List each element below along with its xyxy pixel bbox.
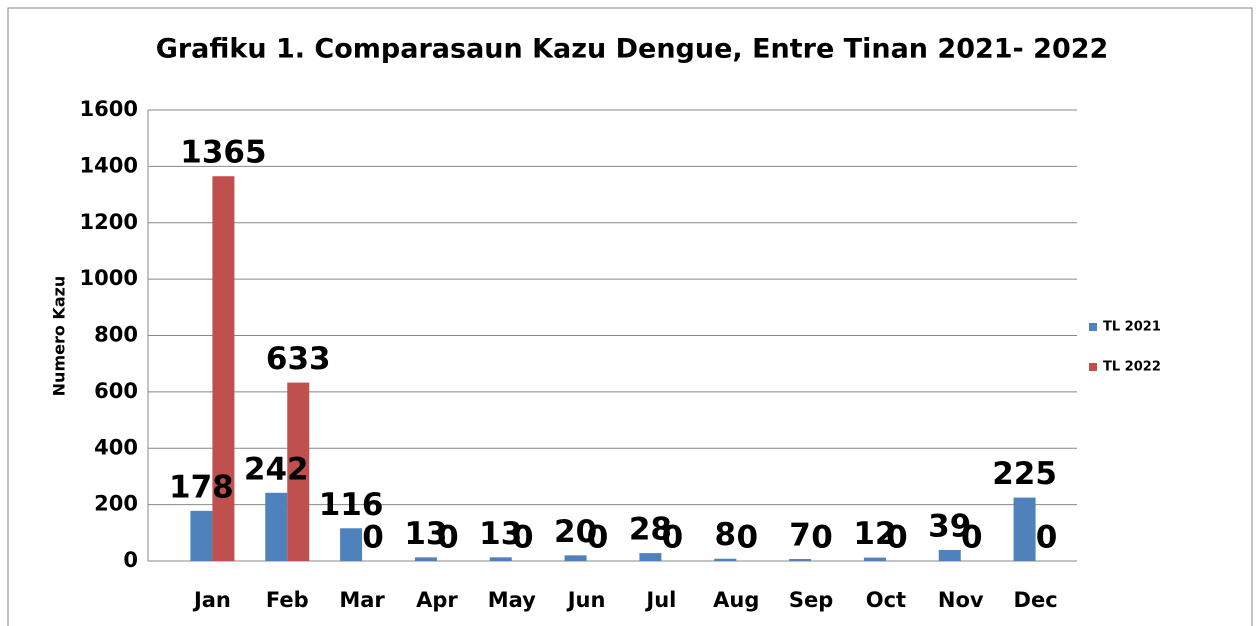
data-label: 116 <box>319 487 384 523</box>
chart-title: Grafiku 1. Comparasaun Kazu Dengue, Entr… <box>156 34 1109 65</box>
x-tick-label: Sep <box>789 588 833 612</box>
legend-swatch <box>1089 363 1097 371</box>
data-label: 633 <box>266 341 331 377</box>
bar <box>489 557 512 561</box>
bar <box>863 557 886 561</box>
x-tick-label: Apr <box>416 588 458 612</box>
data-label: 0 <box>736 520 758 556</box>
data-label: 0 <box>587 520 609 556</box>
data-label: 8 <box>714 517 736 553</box>
x-tick-label: Jan <box>192 588 231 612</box>
data-label: 242 <box>244 451 309 487</box>
data-label: 20 <box>554 514 597 550</box>
chart-frame <box>7 7 1253 626</box>
y-tick-label: 600 <box>94 379 138 403</box>
x-tick-label: Jul <box>644 588 676 612</box>
data-label: 1365 <box>180 135 266 171</box>
bar <box>938 550 961 561</box>
x-tick-label: Feb <box>266 588 309 612</box>
y-tick-label: 200 <box>94 492 138 516</box>
legend-swatch <box>1089 323 1097 331</box>
x-tick-label: Jun <box>566 588 606 612</box>
y-axis-label: Numero Kazu <box>50 276 69 397</box>
data-label: 0 <box>512 520 534 556</box>
data-label: 28 <box>629 512 672 548</box>
data-label: 225 <box>992 456 1057 492</box>
data-label: 0 <box>961 520 983 556</box>
data-label: 178 <box>169 469 234 505</box>
bar <box>564 555 587 561</box>
x-tick-label: Nov <box>938 588 984 612</box>
data-label: 13 <box>404 516 447 552</box>
bar <box>714 558 737 561</box>
x-tick-label: Oct <box>866 588 906 612</box>
data-label: 0 <box>811 520 833 556</box>
bar <box>414 557 437 561</box>
x-tick-label: Mar <box>339 588 385 612</box>
data-label: 0 <box>662 520 684 556</box>
bar <box>190 510 213 561</box>
y-tick-label: 1600 <box>80 97 138 121</box>
bar <box>1013 497 1036 561</box>
data-label: 7 <box>789 518 811 554</box>
bar <box>265 492 288 561</box>
y-tick-label: 1000 <box>80 266 138 290</box>
data-label: 13 <box>479 516 522 552</box>
data-label: 0 <box>1036 520 1058 556</box>
y-tick-label: 400 <box>94 435 138 459</box>
x-tick-label: Dec <box>1014 588 1058 612</box>
data-label: 39 <box>928 509 971 545</box>
data-label: 12 <box>853 516 896 552</box>
bar <box>287 382 310 561</box>
bar <box>639 553 662 561</box>
legend-label: TL 2021 <box>1103 320 1161 335</box>
y-tick-label: 0 <box>123 548 138 572</box>
x-tick-label: Aug <box>713 588 759 612</box>
data-label: 0 <box>362 520 384 556</box>
legend-label: TL 2022 <box>1103 360 1161 375</box>
y-tick-label: 1400 <box>80 153 138 177</box>
y-tick-label: 800 <box>94 323 138 347</box>
x-tick-label: May <box>488 588 536 612</box>
y-tick-label: 1200 <box>80 210 138 234</box>
bar <box>789 559 812 561</box>
bar <box>340 528 363 561</box>
bar <box>212 176 235 561</box>
data-label: 0 <box>886 520 908 556</box>
data-label: 0 <box>437 520 459 556</box>
